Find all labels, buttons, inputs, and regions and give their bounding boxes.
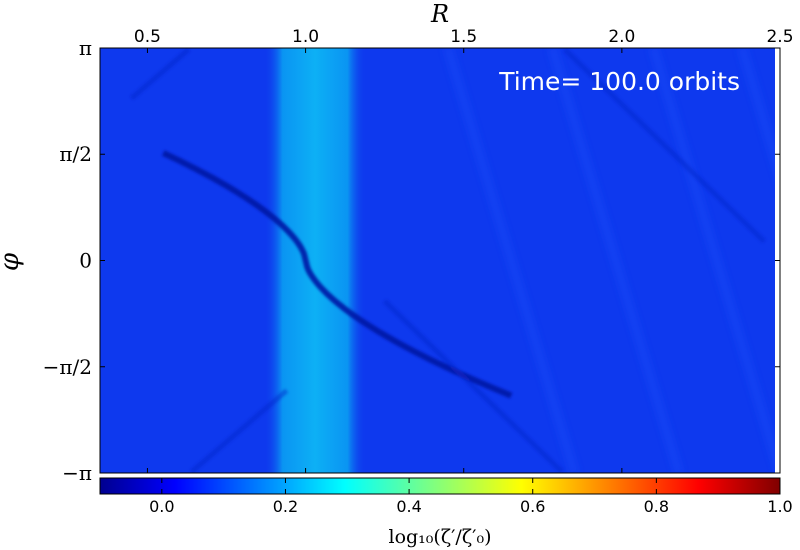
secondary-wake-0 [190, 388, 289, 473]
y-tick-label-4: −π [62, 461, 92, 485]
x-tick-label-0: 0.5 [134, 27, 161, 47]
heatmap-field [100, 48, 780, 473]
y-axis-label: φ [0, 252, 25, 271]
y-tick-label-0: π [79, 36, 92, 60]
x-axis: 0.5 1.0 1.5 2.0 2.5 [134, 27, 794, 473]
x-tick-label-3: 2.0 [608, 27, 635, 47]
x-tick-label-4: 2.5 [766, 27, 793, 47]
colorbar [99, 477, 781, 495]
colorbar-tick-label-0: 0.0 [149, 497, 174, 516]
y-axis: π π/2 0 −π/2 −π [43, 36, 780, 485]
y-tick-label-3: −π/2 [43, 355, 92, 379]
faint-stripe-3 [737, 48, 780, 194]
x-axis-label: R [430, 0, 449, 28]
colorbar-tick-label-5: 1.0 [767, 497, 792, 516]
faint-stripe-1 [547, 48, 684, 473]
y-tick-label-2: 0 [79, 249, 92, 273]
y-tick-label-1: π/2 [59, 142, 92, 166]
ring-band [264, 48, 366, 473]
heatmap-background [100, 48, 780, 473]
faint-wake-stripes [443, 48, 780, 473]
colorbar-tick-label-3: 0.6 [520, 497, 545, 516]
faint-stripe-0 [443, 48, 580, 473]
secondary-wake-1 [563, 48, 766, 244]
secondary-wake-1 [382, 299, 564, 473]
time-annotation: Time= 100.0 orbits [498, 67, 740, 96]
colorbar-tick-label-4: 0.8 [644, 497, 669, 516]
x-tick-label-1: 1.0 [292, 27, 319, 47]
colorbar-label: log₁₀(ζ′/ζ′₀) [389, 526, 492, 548]
secondary-wake-0 [129, 48, 191, 101]
colorbar-ticks: 0.0 0.2 0.4 0.6 0.8 1.0 [149, 478, 793, 516]
spiral-wakes [129, 48, 766, 473]
colorbar-tick-label-1: 0.2 [273, 497, 298, 516]
x-tick-label-2: 1.5 [450, 27, 477, 47]
faint-stripe-2 [648, 48, 780, 473]
colorbar-tick-label-2: 0.4 [396, 497, 421, 516]
